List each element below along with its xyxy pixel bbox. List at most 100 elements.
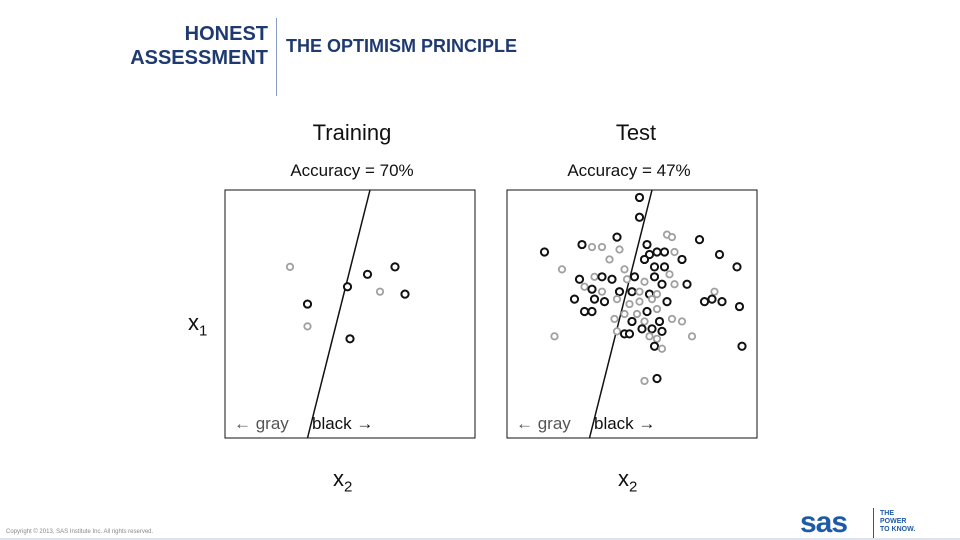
black-point	[627, 316, 637, 327]
deck-title-line1: HONEST	[184, 23, 268, 45]
x1-axis-label-text: x	[188, 310, 199, 335]
black-point	[682, 279, 692, 289]
gray-point	[285, 262, 295, 271]
black-point	[662, 297, 672, 307]
sas-logo: sas	[800, 506, 848, 540]
gray-point	[652, 334, 662, 343]
black-point	[302, 299, 313, 309]
black-point	[612, 232, 622, 242]
gray-point	[677, 317, 687, 326]
gray-point	[622, 275, 632, 284]
gray-point	[640, 376, 649, 386]
black-point	[577, 239, 587, 250]
black-point	[649, 272, 660, 282]
black-point	[637, 324, 647, 334]
gray-point	[597, 287, 607, 296]
black-point	[649, 341, 660, 351]
test-title: Test	[615, 120, 657, 145]
gray-point	[610, 314, 619, 324]
training-accuracy: Accuracy = 70%	[290, 161, 414, 180]
black-point	[589, 294, 600, 304]
black-point	[599, 297, 610, 307]
tagline-line2: POWER	[880, 518, 907, 525]
gray-point	[580, 282, 589, 291]
gray-point	[657, 344, 667, 353]
gray-point	[665, 270, 674, 279]
black-point	[694, 235, 705, 245]
logo-divider	[873, 508, 874, 538]
test-x2-label: x2	[618, 466, 637, 495]
gray-point	[620, 309, 629, 319]
black-point	[734, 301, 745, 312]
gray-point	[687, 332, 697, 341]
black-point	[649, 262, 660, 272]
gray-point	[640, 277, 649, 286]
gray-point	[612, 327, 622, 336]
black-point	[717, 297, 727, 307]
x1-axis-label-sub: 1	[199, 322, 208, 340]
black-point	[574, 274, 585, 284]
training-x2-label-sub: 2	[344, 478, 353, 496]
black-point	[342, 282, 353, 292]
black-point	[569, 294, 580, 304]
gray-point	[375, 287, 385, 296]
test-black-label: black →	[594, 414, 656, 433]
test-plot	[539, 189, 747, 439]
black-point	[654, 316, 665, 327]
gray-point	[710, 287, 719, 296]
test-x2-label-sub: 2	[629, 478, 638, 496]
black-point	[707, 294, 717, 304]
gray-point	[590, 272, 599, 281]
gray-point	[652, 290, 662, 299]
test-plot-frame	[506, 189, 758, 439]
black-point	[627, 287, 637, 297]
slide-title: THE OPTIMISM PRINCIPLE	[286, 36, 518, 56]
black-point	[714, 249, 725, 260]
deck-title: HONEST ASSESSMENT	[130, 22, 268, 70]
black-point	[539, 247, 550, 257]
gray-point	[612, 295, 622, 304]
gray-point	[647, 295, 657, 304]
black-point	[699, 297, 710, 307]
training-gray-label: ← gray	[234, 414, 289, 434]
gray-point	[597, 242, 607, 252]
black-point	[652, 373, 662, 384]
black-point	[607, 274, 617, 284]
gray-point	[640, 317, 649, 326]
header-divider	[276, 18, 277, 96]
black-point	[737, 341, 747, 351]
sas-tagline: THE POWER TO KNOW.	[880, 510, 915, 534]
gray-point	[557, 265, 567, 274]
test-x2-label-text: x	[618, 466, 629, 491]
black-point	[400, 289, 410, 299]
gray-point	[605, 255, 614, 264]
black-point	[624, 329, 635, 339]
black-point	[587, 306, 597, 317]
sas-logo-text: sas	[800, 506, 848, 539]
training-title: Training	[312, 120, 392, 145]
black-point	[629, 272, 640, 282]
black-point	[614, 287, 625, 297]
gray-point	[635, 287, 644, 296]
gray-point	[303, 322, 312, 331]
gray-point	[587, 242, 597, 252]
x1-axis-label: x1	[188, 310, 207, 339]
test-gray-label: ← gray	[516, 414, 571, 433]
gray-point	[670, 247, 679, 257]
gray-point	[667, 233, 677, 242]
black-point	[597, 272, 607, 282]
black-point	[647, 324, 657, 334]
gray-point	[667, 314, 677, 324]
gray-point	[625, 299, 634, 309]
black-point	[732, 262, 742, 272]
gray-point	[635, 297, 644, 306]
training-x2-label-text: x	[333, 466, 344, 491]
black-point	[657, 279, 667, 289]
test-accuracy: Accuracy = 47%	[567, 161, 691, 180]
black-point	[639, 254, 650, 265]
black-point	[634, 212, 645, 222]
gray-point	[645, 332, 654, 341]
gray-point	[670, 280, 679, 289]
black-point	[659, 247, 670, 257]
